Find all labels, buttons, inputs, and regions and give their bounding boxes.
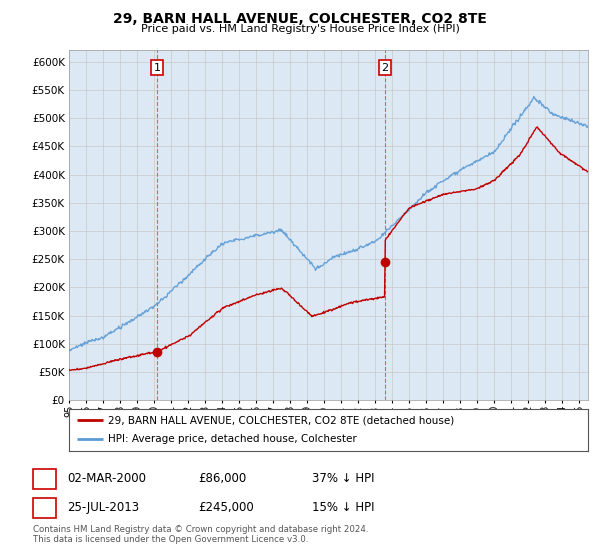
- Text: £245,000: £245,000: [198, 501, 254, 515]
- Text: £86,000: £86,000: [198, 472, 246, 486]
- Text: 25-JUL-2013: 25-JUL-2013: [67, 501, 139, 515]
- Text: 29, BARN HALL AVENUE, COLCHESTER, CO2 8TE: 29, BARN HALL AVENUE, COLCHESTER, CO2 8T…: [113, 12, 487, 26]
- Text: Contains HM Land Registry data © Crown copyright and database right 2024.
This d: Contains HM Land Registry data © Crown c…: [33, 525, 368, 544]
- Text: 1: 1: [40, 472, 49, 486]
- Text: 1: 1: [154, 63, 160, 73]
- Text: Price paid vs. HM Land Registry's House Price Index (HPI): Price paid vs. HM Land Registry's House …: [140, 24, 460, 34]
- Text: HPI: Average price, detached house, Colchester: HPI: Average price, detached house, Colc…: [108, 435, 356, 445]
- Text: 15% ↓ HPI: 15% ↓ HPI: [312, 501, 374, 515]
- Text: 02-MAR-2000: 02-MAR-2000: [67, 472, 146, 486]
- Text: 37% ↓ HPI: 37% ↓ HPI: [312, 472, 374, 486]
- Text: 2: 2: [382, 63, 389, 73]
- Text: 2: 2: [40, 501, 49, 515]
- Text: 29, BARN HALL AVENUE, COLCHESTER, CO2 8TE (detached house): 29, BARN HALL AVENUE, COLCHESTER, CO2 8T…: [108, 415, 454, 425]
